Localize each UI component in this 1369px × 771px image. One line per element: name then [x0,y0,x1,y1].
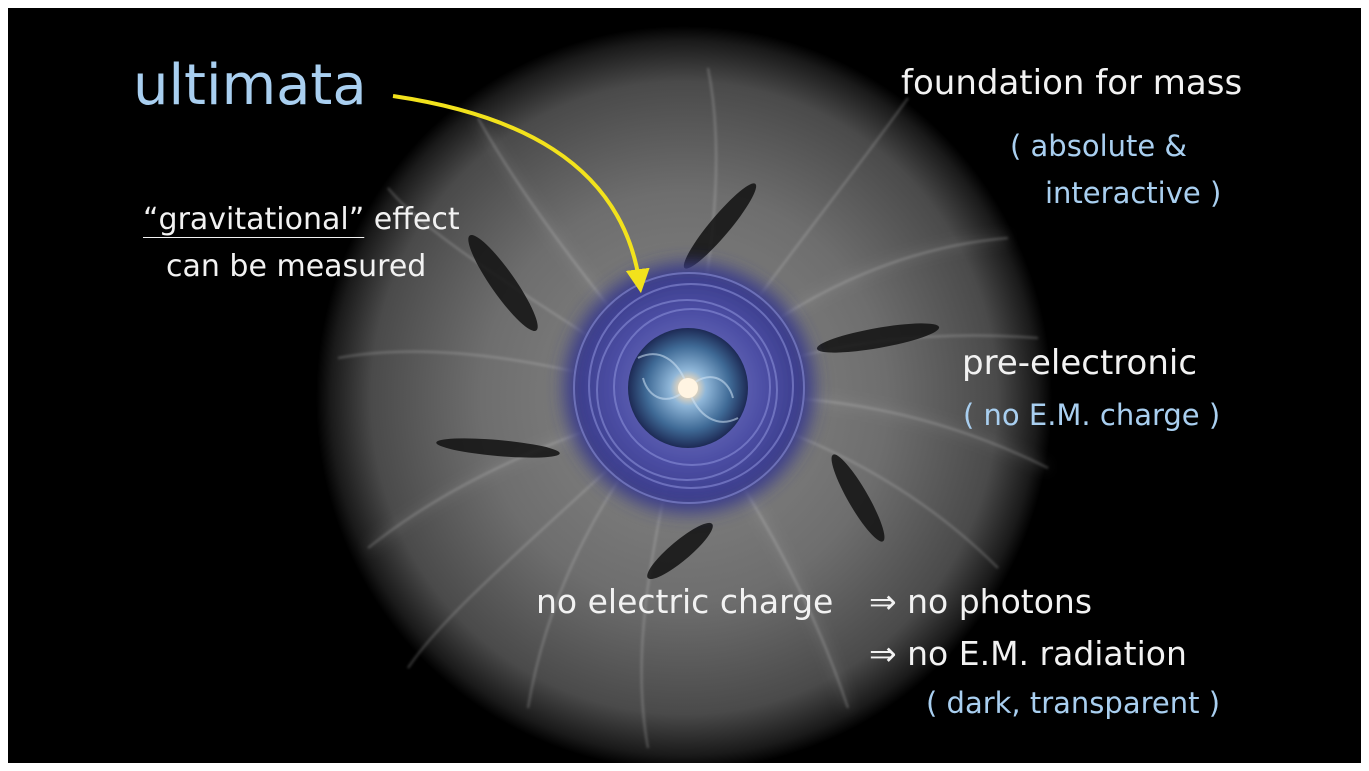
no-photons-label: ⇒ no photons [869,582,1093,621]
mass-note-1: ( absolute & [1010,129,1188,163]
dark-transparent-note: ( dark, transparent ) [926,686,1221,720]
gravitational-label: “gravitational” effect [143,205,460,235]
mass-label: foundation for mass [901,63,1243,103]
gravitational-word: “gravitational” [143,202,365,237]
no-radiation-label: ⇒ no E.M. radiation [869,634,1187,673]
curved-arrow-icon [392,94,650,294]
gravitational-rest: effect [364,202,460,237]
gravitational-sub: can be measured [166,249,427,284]
mass-note-2: interactive ) [1045,176,1222,210]
electronic-label: pre-electronic [962,343,1198,383]
electronic-note: ( no E.M. charge ) [963,398,1221,432]
vortex-rings [573,272,805,504]
vortex-galaxy-image [316,26,1052,763]
dark-slits [436,183,940,580]
slide: ultimata “gravitational” effect can be m… [8,8,1361,763]
no-charge-label: no electric charge [536,582,834,621]
title: ultimata [133,53,367,118]
